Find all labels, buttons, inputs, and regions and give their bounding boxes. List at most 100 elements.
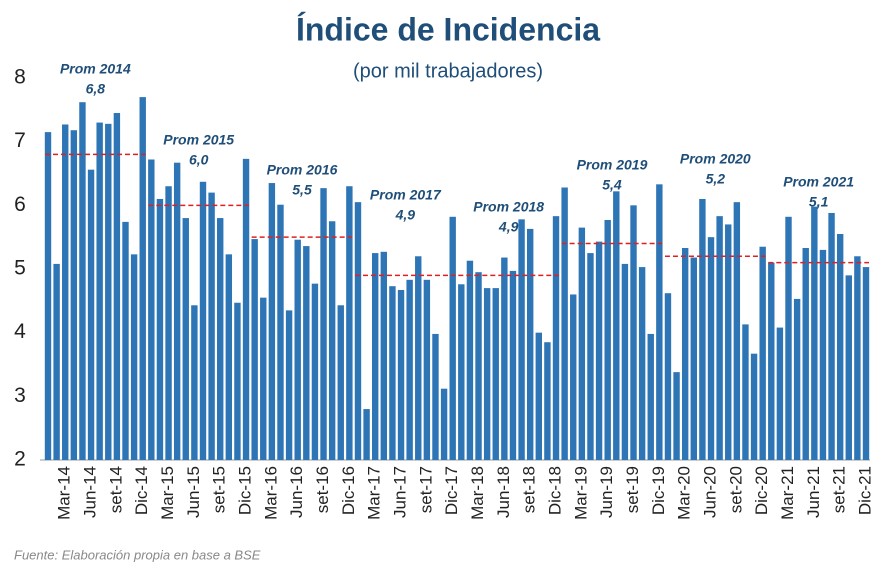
bar: [819, 249, 827, 460]
bar: [664, 293, 672, 460]
bar: [208, 192, 215, 460]
y-tick-label: 2: [14, 448, 26, 471]
bar: [415, 256, 422, 460]
x-tick-label: set-19: [623, 466, 642, 513]
x-tick-label: Mar-15: [158, 466, 177, 520]
x-tick-label: Jun-17: [391, 466, 410, 518]
x-tick-label: Dic-18: [546, 466, 565, 515]
bar: [707, 237, 715, 460]
bar: [526, 228, 534, 460]
bar: [501, 257, 508, 460]
bar: [397, 290, 405, 460]
bar: [268, 183, 276, 461]
bar: [277, 204, 284, 460]
bar: [225, 254, 233, 460]
bar: [776, 327, 784, 460]
bar: [285, 310, 293, 460]
average-value: 5,2: [706, 171, 726, 187]
bar: [862, 267, 870, 460]
bar: [613, 191, 620, 460]
bar: [552, 216, 560, 460]
bar: [768, 262, 775, 460]
y-tick-label: 5: [14, 257, 26, 280]
bar: [406, 279, 413, 460]
x-tick-label: Mar-21: [778, 466, 797, 520]
bar: [79, 102, 86, 461]
bar: [96, 122, 103, 461]
chart-title: Índice de Incidencia: [296, 11, 600, 47]
bar: [380, 251, 388, 460]
x-tick-label: Dic-16: [339, 466, 358, 515]
bar: [242, 158, 250, 460]
bar: [742, 324, 749, 460]
average-title: Prom 2017: [370, 187, 442, 203]
x-tick-label: Mar-18: [468, 466, 487, 520]
bar: [854, 256, 861, 460]
bar: [681, 247, 689, 460]
bar: [811, 206, 818, 460]
x-tick-label: Dic-14: [132, 466, 151, 515]
bar: [328, 221, 336, 460]
bar: [182, 218, 189, 460]
bar: [62, 124, 69, 460]
bar: [578, 227, 586, 460]
bar: [148, 159, 155, 460]
bar: [191, 305, 198, 460]
chart-subtitle: (por mil trabajadores): [353, 60, 543, 82]
bar: [130, 254, 138, 460]
x-tick-label: Jun-18: [494, 466, 513, 518]
bar: [260, 297, 267, 460]
y-tick-label: 6: [14, 193, 26, 216]
average-value: 5,5: [292, 182, 312, 198]
x-tick-label: Dic-20: [752, 466, 771, 515]
bar: [44, 132, 52, 460]
bar: [836, 233, 844, 460]
bar: [440, 388, 448, 460]
bar: [199, 181, 207, 460]
bar: [337, 305, 344, 460]
bar: [139, 97, 146, 460]
average-title: Prom 2020: [680, 151, 751, 167]
bar: [466, 260, 474, 460]
bar: [165, 186, 172, 460]
y-tick-label: 8: [14, 66, 26, 89]
bar: [793, 298, 801, 460]
average-title: Prom 2015: [163, 132, 234, 148]
bar: [492, 288, 499, 460]
bar: [122, 221, 129, 460]
average-title: Prom 2021: [783, 174, 854, 190]
average-value: 4,9: [395, 207, 416, 223]
bar: [638, 267, 646, 460]
x-tick-label: set-16: [313, 466, 332, 513]
average-value: 6,8: [86, 81, 106, 97]
x-tick-label: Jun-14: [81, 466, 100, 518]
bar: [845, 275, 852, 460]
average-value: 5,4: [602, 177, 622, 193]
bar: [389, 286, 396, 460]
average-title: Prom 2014: [60, 61, 131, 77]
x-tick-label: Jun-20: [700, 466, 719, 518]
x-tick-label: set-15: [210, 466, 229, 513]
bar: [518, 219, 525, 460]
source: Fuente: Elaboración propia en base a BSE: [14, 547, 261, 562]
x-tick-label: Jun-19: [597, 466, 616, 518]
bar: [647, 333, 654, 460]
bar: [449, 216, 456, 460]
average-title: Prom 2019: [577, 157, 648, 173]
x-tick-label: Jun-16: [287, 466, 306, 518]
bar: [372, 253, 379, 460]
bar: [483, 288, 491, 460]
bar: [535, 332, 542, 460]
x-tick-label: set-21: [830, 466, 849, 513]
x-tick-label: Dic-19: [649, 466, 668, 515]
bar: [217, 218, 224, 460]
bar: [595, 241, 603, 460]
bar: [303, 246, 310, 460]
bar: [311, 283, 319, 460]
x-tick-label: set-17: [416, 466, 435, 513]
bar: [423, 279, 431, 460]
bar: [509, 270, 517, 460]
bar: [802, 247, 809, 460]
bar: [690, 257, 697, 460]
